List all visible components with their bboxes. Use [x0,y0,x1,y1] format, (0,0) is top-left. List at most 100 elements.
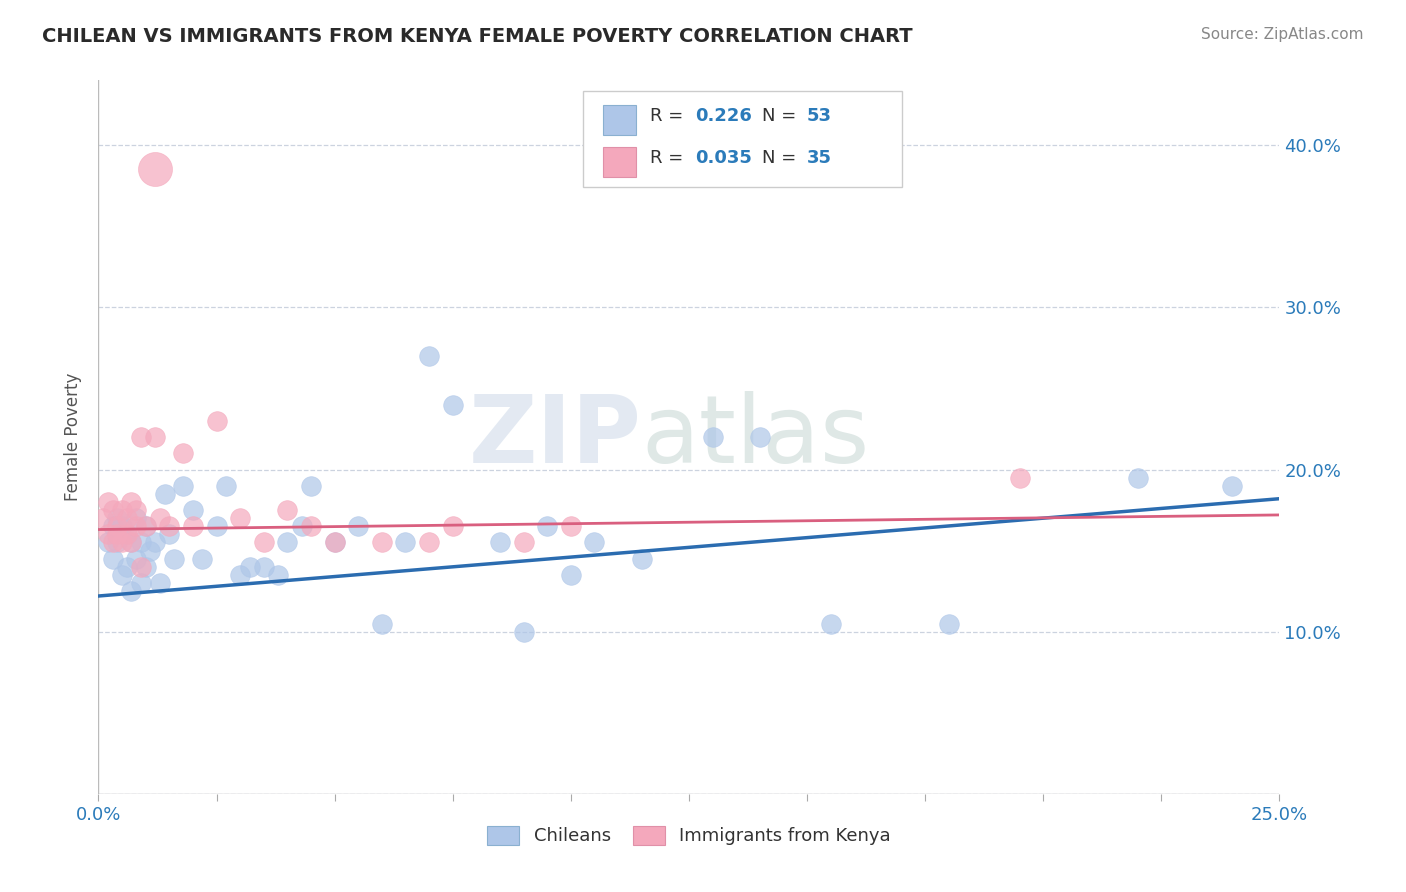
Point [101,551,124,566]
Text: 35: 35 [807,149,832,167]
Point [135,519,157,533]
FancyBboxPatch shape [603,104,636,135]
Point [111,519,134,533]
Text: N =: N = [762,107,803,125]
Legend: Chileans, Immigrants from Kenya: Chileans, Immigrants from Kenya [479,819,898,853]
Point [157,527,180,541]
Point [748,430,770,444]
Point [702,430,724,444]
Point [253,559,276,574]
Point [91,511,114,525]
Point [820,616,842,631]
Point [229,568,252,582]
Point [121,495,143,509]
Text: ZIP: ZIP [468,391,641,483]
Point [125,503,148,517]
Point [125,519,148,533]
Point [105,511,128,525]
Point [418,535,440,549]
Point [394,535,416,549]
Point [536,519,558,533]
Point [938,616,960,631]
Point [125,551,148,566]
Point [129,535,152,549]
Point [583,535,606,549]
Point [181,503,204,517]
Point [105,519,128,533]
Point [441,519,464,533]
Point [172,479,194,493]
Point [97,535,120,549]
Point [97,527,120,541]
Point [163,551,186,566]
Point [115,511,138,525]
Point [512,535,534,549]
Point [101,503,124,517]
Point [1126,470,1149,484]
Point [276,503,298,517]
Point [121,535,143,549]
Point [229,511,252,525]
Point [267,568,290,582]
Point [371,535,394,549]
Point [157,519,180,533]
Text: R =: R = [650,107,689,125]
Point [143,535,166,549]
Point [125,511,148,525]
Point [512,624,534,639]
Point [111,503,134,517]
Point [139,543,162,558]
Text: N =: N = [762,149,803,167]
Point [560,568,582,582]
Text: 53: 53 [807,107,832,125]
Point [1008,470,1031,484]
Point [418,349,440,363]
Text: 0.226: 0.226 [695,107,752,125]
Point [153,487,176,501]
Point [143,430,166,444]
Point [129,430,152,444]
Point [115,527,138,541]
Point [121,584,143,599]
Point [276,535,298,549]
Text: 0.035: 0.035 [695,149,752,167]
Point [205,519,228,533]
Point [149,511,172,525]
FancyBboxPatch shape [582,91,901,187]
Point [181,519,204,533]
Point [129,559,152,574]
Point [143,162,166,177]
Y-axis label: Female Poverty: Female Poverty [65,373,83,501]
Point [205,414,228,428]
Point [299,519,322,533]
Point [105,527,128,541]
Point [121,535,143,549]
Point [135,559,157,574]
Point [239,559,262,574]
Point [149,576,172,591]
Point [191,551,214,566]
Point [323,535,346,549]
Text: CHILEAN VS IMMIGRANTS FROM KENYA FEMALE POVERTY CORRELATION CHART: CHILEAN VS IMMIGRANTS FROM KENYA FEMALE … [42,27,912,45]
Point [111,568,134,582]
Point [253,535,276,549]
Point [97,495,120,509]
Point [371,616,394,631]
Point [111,535,134,549]
Point [1220,479,1243,493]
Point [347,519,370,533]
Text: Source: ZipAtlas.com: Source: ZipAtlas.com [1201,27,1364,42]
Point [489,535,512,549]
Point [115,559,138,574]
Point [101,519,124,533]
Text: R =: R = [650,149,689,167]
FancyBboxPatch shape [603,146,636,177]
Point [172,446,194,460]
Point [630,551,652,566]
Point [290,519,312,533]
Point [101,535,124,549]
Point [215,479,238,493]
Point [115,527,138,541]
Point [323,535,346,549]
Point [441,398,464,412]
